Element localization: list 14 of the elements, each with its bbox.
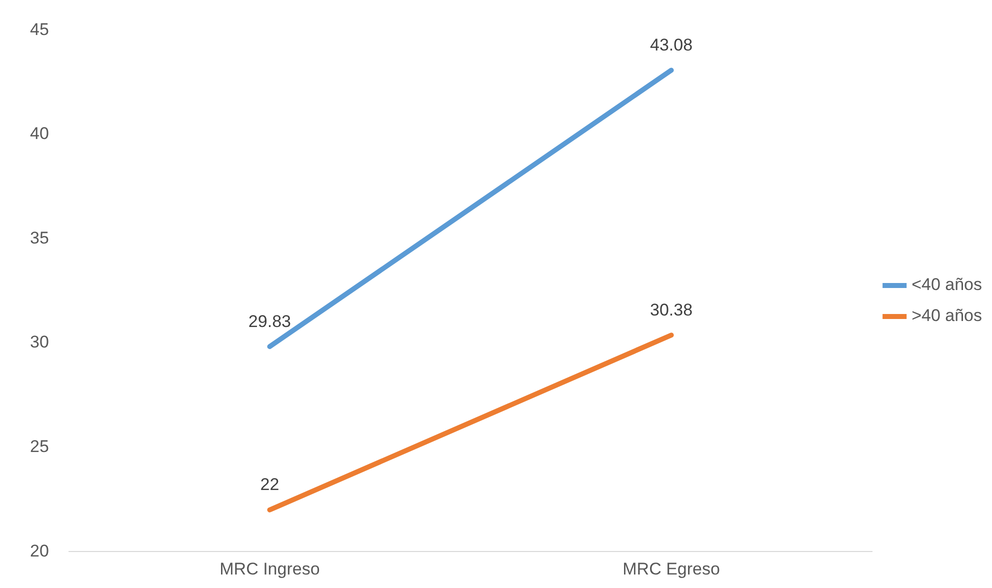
x-tick-label: MRC Egreso [622,559,720,578]
data-label: 29.83 [248,312,291,331]
legend-label: <40 años [912,275,982,294]
data-label: 22 [260,475,280,494]
y-tick-label: 40 [30,124,49,144]
y-tick-label: 20 [30,541,49,560]
data-label: 43.08 [650,35,693,54]
y-tick-label: 25 [30,437,49,456]
y-tick-label: 35 [30,228,49,248]
y-tick-label: 30 [30,332,49,352]
data-label: 30.38 [650,300,693,320]
x-tick-label: MRC Ingreso [220,559,320,578]
legend-label: >40 años [912,306,982,326]
y-tick-label: 45 [30,20,49,39]
